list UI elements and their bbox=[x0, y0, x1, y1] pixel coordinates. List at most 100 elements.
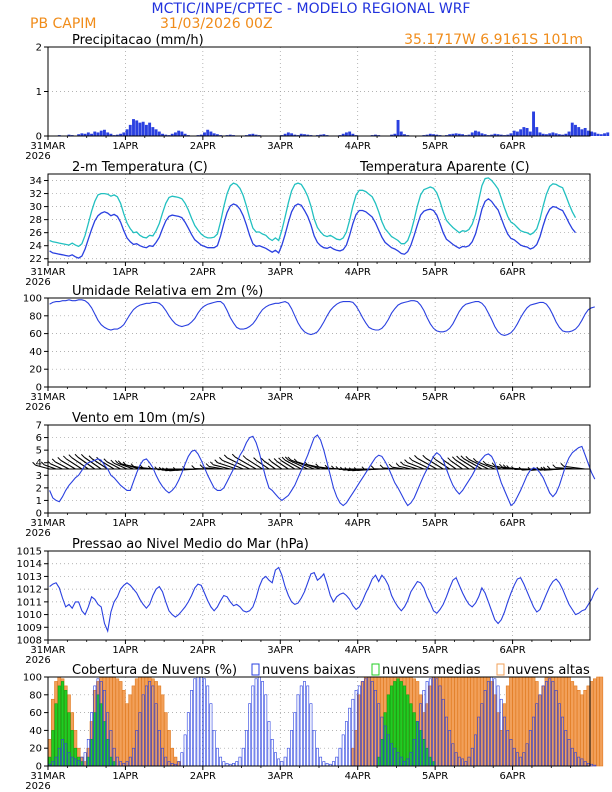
wind-arrow-head bbox=[162, 467, 166, 472]
x-tick-label: 31MAR bbox=[30, 392, 65, 403]
wind-arrow bbox=[77, 456, 96, 470]
precip-bar bbox=[344, 132, 348, 136]
y-tick-label: 1014 bbox=[17, 559, 42, 570]
x-tick-label: 31MAR bbox=[30, 141, 65, 152]
high-cloud-bar bbox=[576, 690, 581, 767]
high-cloud-bar bbox=[118, 681, 123, 767]
wind-arrow bbox=[463, 458, 483, 470]
precip-bar bbox=[435, 134, 439, 136]
precip-bar bbox=[212, 133, 216, 136]
panel-3: 0 20 40 60 80 100 31MAR 1APR 2APR 3APR 4APR 5APR 6AP… bbox=[23, 284, 595, 413]
wind-arrow-head bbox=[465, 456, 470, 460]
precip-bar bbox=[528, 131, 532, 136]
y-tick-label: 2 bbox=[36, 43, 42, 54]
precip-bar bbox=[506, 134, 510, 136]
precip-bar bbox=[574, 124, 577, 136]
wind-arrow-head bbox=[209, 461, 214, 466]
precip-bar bbox=[538, 132, 542, 136]
x-tick-label: 6APR bbox=[499, 518, 525, 529]
panel-6: 0 20 40 60 80 100 31MAR 1APR 2APR 3APR 4APR 5APR 6AP… bbox=[23, 663, 604, 792]
wind-arrow-head bbox=[518, 466, 523, 471]
high-cloud-bar bbox=[586, 685, 591, 767]
low-cloud-bar bbox=[219, 756, 223, 767]
high-cloud-bar bbox=[121, 690, 126, 767]
mid-cloud-bar bbox=[51, 730, 55, 767]
wind-arrow-head bbox=[114, 460, 119, 464]
precip-bar bbox=[454, 133, 458, 136]
wind-arrow bbox=[245, 458, 263, 470]
precip-bar bbox=[541, 133, 545, 136]
precip-bar bbox=[135, 120, 139, 136]
precip-bar bbox=[103, 129, 106, 136]
x-tick-label: 6APR bbox=[499, 267, 525, 278]
wind-arrow bbox=[288, 459, 308, 470]
y-tick-label: 0 bbox=[36, 762, 42, 773]
x-tick-label: 2APR bbox=[190, 645, 216, 656]
low-cloud-bar bbox=[312, 730, 316, 767]
wind-arrow bbox=[435, 459, 450, 470]
header-location: PB CAPIM bbox=[30, 16, 97, 32]
wind-arrow bbox=[468, 458, 489, 470]
x-tick-label: 31MAR bbox=[30, 771, 65, 782]
mid-cloud-bar bbox=[399, 681, 403, 767]
low-cloud-bar bbox=[180, 752, 184, 767]
low-cloud-bar bbox=[215, 747, 219, 767]
panel-title: Precipitacao (mm/h) bbox=[72, 33, 204, 48]
x-tick-label: 4APR bbox=[345, 771, 371, 782]
wind-arrow-head bbox=[57, 457, 62, 461]
y-tick-label: 28 bbox=[29, 215, 42, 226]
wind-arrow-head bbox=[284, 456, 289, 461]
precip-bar bbox=[122, 132, 126, 136]
precip-bar bbox=[90, 133, 94, 136]
wind-arrow bbox=[383, 467, 399, 470]
wind-arrow-head bbox=[404, 459, 408, 463]
precip-bar bbox=[299, 133, 303, 136]
panel-title: Pressao ao Nivel Medio do Mar (hPa) bbox=[72, 537, 309, 552]
precip-bar bbox=[474, 130, 477, 136]
wind-arrow-head bbox=[110, 459, 115, 464]
precip-bar bbox=[548, 133, 552, 136]
legend-low-clouds-swatch bbox=[251, 663, 260, 676]
legend-high-clouds-swatch bbox=[496, 663, 505, 676]
x-tick-label: 3APR bbox=[267, 518, 293, 529]
mid-cloud-bar bbox=[54, 703, 58, 767]
y-tick-label: 5 bbox=[36, 446, 42, 457]
wind-arrow-head bbox=[400, 461, 404, 466]
precip-bar bbox=[480, 133, 484, 136]
precip-bar bbox=[183, 133, 187, 136]
x-tick-label: 31MAR bbox=[30, 645, 65, 656]
precip-bar bbox=[96, 132, 100, 136]
precip-bar bbox=[341, 133, 345, 136]
wind-arrow-head bbox=[353, 467, 358, 471]
wind-arrow bbox=[226, 457, 250, 470]
low-cloud-bar bbox=[306, 685, 310, 767]
wind-arrow bbox=[459, 458, 476, 470]
y-tick-label: 0 bbox=[36, 383, 42, 394]
precip-bar bbox=[525, 127, 529, 136]
panel-title: Vento em 10m (m/s) bbox=[72, 411, 205, 426]
precip-bar bbox=[461, 134, 465, 136]
precip-bar bbox=[203, 132, 206, 136]
y-tick-label: 1010 bbox=[17, 610, 42, 621]
low-cloud-bar bbox=[244, 730, 248, 767]
wind-arrow bbox=[417, 457, 438, 470]
precip-bar bbox=[177, 130, 181, 136]
y-tick-label: 100 bbox=[23, 673, 42, 684]
wind-arrow-head bbox=[370, 465, 375, 470]
year-label: 2026 bbox=[25, 781, 50, 792]
high-cloud-bar bbox=[457, 676, 462, 767]
low-cloud-bar bbox=[257, 676, 261, 767]
high-cloud-bar bbox=[460, 676, 465, 767]
x-tick-label: 1APR bbox=[112, 518, 138, 529]
wind-arrow bbox=[392, 466, 405, 470]
precip-bar bbox=[199, 134, 203, 136]
low-cloud-bar bbox=[303, 681, 306, 767]
low-cloud-bar bbox=[267, 721, 271, 767]
wind-arrow bbox=[271, 461, 283, 470]
y-tick-label: 34 bbox=[29, 176, 42, 187]
wind-arrow bbox=[35, 464, 50, 470]
precip-bar bbox=[77, 134, 81, 136]
panel-2: 22 24 26 28 30 32 34 31MAR 1APR 2APR 3APR 4APR 5APR 6… bbox=[25, 160, 591, 288]
precip-bar bbox=[512, 130, 516, 136]
precip-bar bbox=[109, 133, 113, 136]
